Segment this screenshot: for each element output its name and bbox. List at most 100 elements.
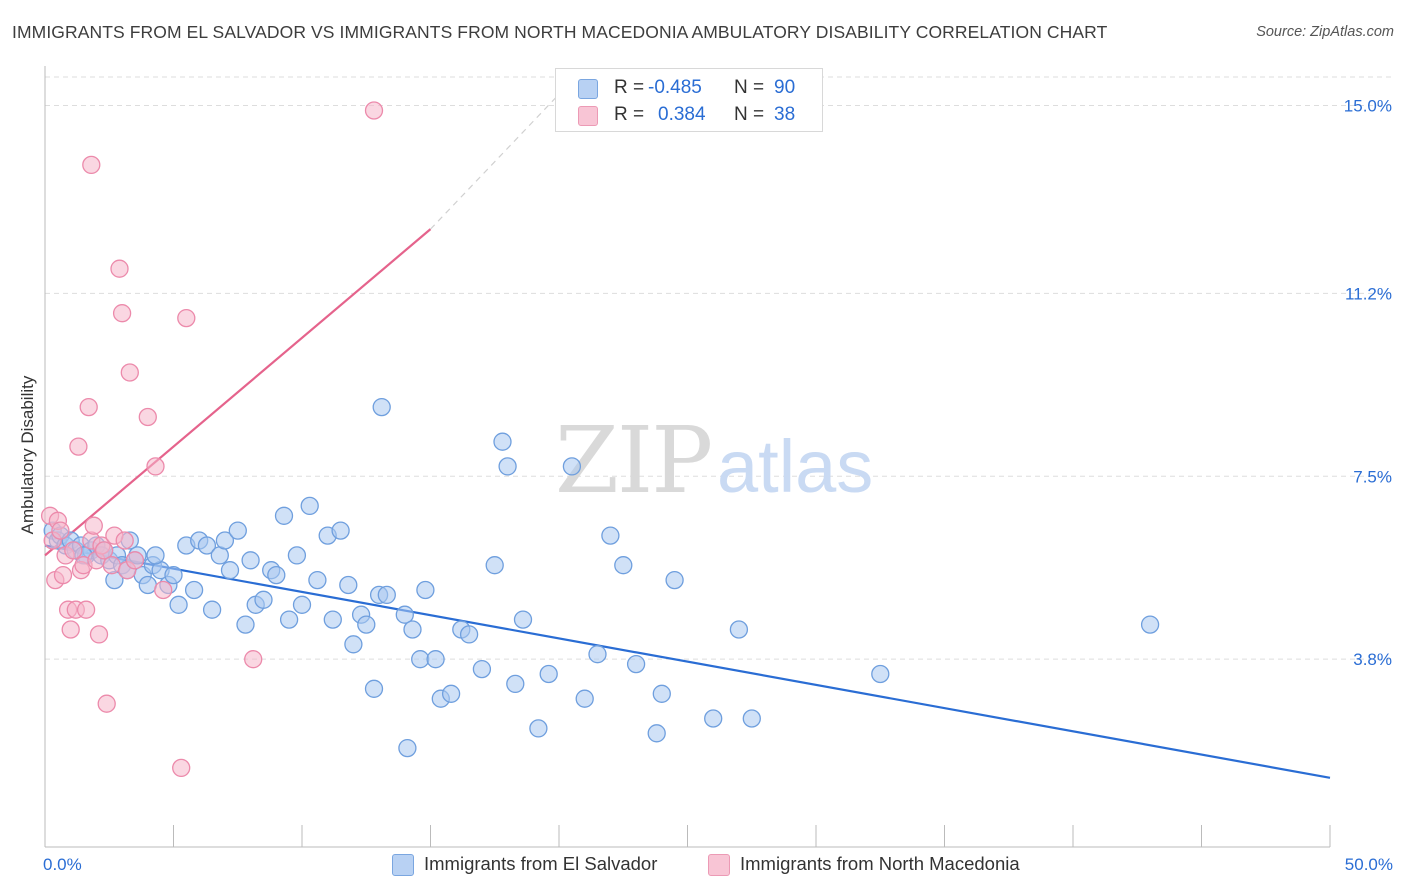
north-macedonia-trend-line: [44, 228, 432, 557]
el-salvador-point: [308, 570, 327, 590]
north-macedonia-point: [154, 580, 173, 600]
el-salvador-point: [220, 561, 240, 580]
el-salvador-point: [742, 709, 761, 728]
el-salvador-point: [493, 432, 512, 451]
el-salvador-point: [323, 610, 342, 629]
north-macedonia-point: [97, 694, 116, 713]
el-salvador-point: [331, 521, 350, 540]
legend-swatch-blue: [578, 79, 598, 99]
watermark-zip: ZIP: [555, 407, 711, 514]
north-macedonia-point: [84, 516, 103, 535]
el-salvador-point: [575, 689, 594, 708]
el-salvador-point: [236, 615, 255, 634]
legend-item-label: Immigrants from El Salvador: [424, 853, 658, 874]
north-macedonia-point: [177, 308, 196, 328]
el-salvador-point: [184, 580, 204, 600]
north-macedonia-point: [82, 155, 101, 175]
grid-layer: [45, 76, 1392, 660]
legend-swatch-pink: [578, 106, 598, 126]
el-salvador-point: [647, 724, 666, 743]
north-macedonia-point: [76, 600, 96, 619]
legend-n-value: 90: [774, 77, 796, 98]
el-salvador-point: [614, 556, 633, 575]
el-salvador-point: [292, 595, 312, 614]
el-salvador-point: [344, 635, 363, 654]
el-salvador-point: [228, 521, 247, 540]
north-macedonia-point: [79, 397, 98, 417]
el-salvador-point: [704, 709, 723, 728]
el-salvador-point: [146, 546, 165, 565]
el-salvador-point: [529, 719, 548, 738]
el-salvador-point: [202, 600, 222, 619]
el-salvador-point: [215, 531, 235, 550]
legend-n-label: N =: [734, 104, 765, 125]
el-salvador-point: [459, 625, 479, 644]
trend-layer: [44, 80, 1331, 779]
el-salvador-point: [485, 556, 504, 575]
el-salvador-point: [871, 664, 890, 684]
el-salvador-point: [197, 536, 217, 555]
legend-r-value: 0.384: [658, 104, 706, 125]
legend-n-label: N =: [734, 77, 765, 98]
el-salvador-point: [729, 620, 749, 639]
north-macedonia-point: [112, 304, 132, 323]
el-salvador-point: [403, 620, 422, 639]
legend-n-value: 38: [774, 104, 796, 125]
el-salvador-point: [267, 565, 286, 585]
north-macedonia-point: [51, 521, 70, 540]
el-salvador-point: [398, 738, 417, 758]
x-tick-label: 0.0%: [43, 855, 82, 874]
el-salvador-point: [372, 397, 391, 417]
el-salvador-point: [426, 650, 445, 669]
el-salvador-point: [357, 615, 376, 634]
el-salvador-point: [513, 610, 533, 629]
el-salvador-point: [472, 659, 492, 679]
north-macedonia-point: [364, 101, 384, 120]
north-macedonia-trend-extension: [430, 80, 573, 230]
el-salvador-point: [279, 610, 299, 629]
el-salvador-point: [562, 457, 582, 476]
north-macedonia-point: [89, 625, 109, 644]
watermark-atlas: atlas: [717, 425, 873, 508]
north-macedonia-point: [146, 457, 165, 476]
y-tick-label: 11.2%: [1345, 284, 1392, 303]
el-salvador-point: [1140, 615, 1160, 634]
el-salvador-point: [411, 650, 430, 669]
el-salvador-point: [300, 496, 319, 516]
legend-r-value: -0.485: [648, 77, 702, 98]
x-tick-label: 50.0%: [1345, 855, 1393, 874]
north-macedonia-point: [110, 259, 129, 278]
el-salvador-point: [539, 664, 558, 684]
el-salvador-point: [506, 674, 525, 694]
el-salvador-point: [364, 679, 384, 698]
legend-item-label: Immigrants from North Macedonia: [740, 853, 1020, 874]
y-tick-label: 3.8%: [1353, 650, 1392, 669]
el-salvador-point: [287, 546, 307, 565]
tick-label-layer: 3.8% 7.5% 11.2% 15.0% 0.0% 50.0%: [43, 97, 1393, 874]
el-salvador-point: [395, 605, 414, 624]
north-macedonia-point: [102, 556, 121, 575]
el-salvador-point: [138, 575, 157, 595]
el-salvador-point: [274, 506, 294, 525]
north-macedonia-point: [120, 363, 139, 382]
y-tick-label: 15.0%: [1344, 97, 1392, 116]
north-macedonia-point: [244, 650, 263, 669]
north-macedonia-point: [64, 541, 83, 560]
el-salvador-point: [652, 684, 671, 703]
el-salvador-point: [241, 551, 260, 570]
el-salvador-point: [601, 526, 620, 545]
el-salvador-point: [626, 654, 646, 674]
el-salvador-point: [339, 575, 358, 595]
el-salvador-point: [164, 565, 183, 585]
el-salvador-point: [169, 595, 188, 614]
el-salvador-point: [254, 590, 273, 609]
y-axis-label: Ambulatory Disability: [18, 375, 37, 534]
y-tick-label: 7.5%: [1353, 467, 1392, 486]
north-macedonia-point: [125, 551, 145, 570]
el-salvador-point: [441, 684, 461, 703]
el-salvador-point: [416, 580, 435, 600]
correlation-legend: R = -0.485 N = 90 R = 0.384 N = 38: [555, 68, 823, 132]
legend-r-label: R =: [614, 77, 645, 98]
north-macedonia-point: [172, 758, 191, 778]
